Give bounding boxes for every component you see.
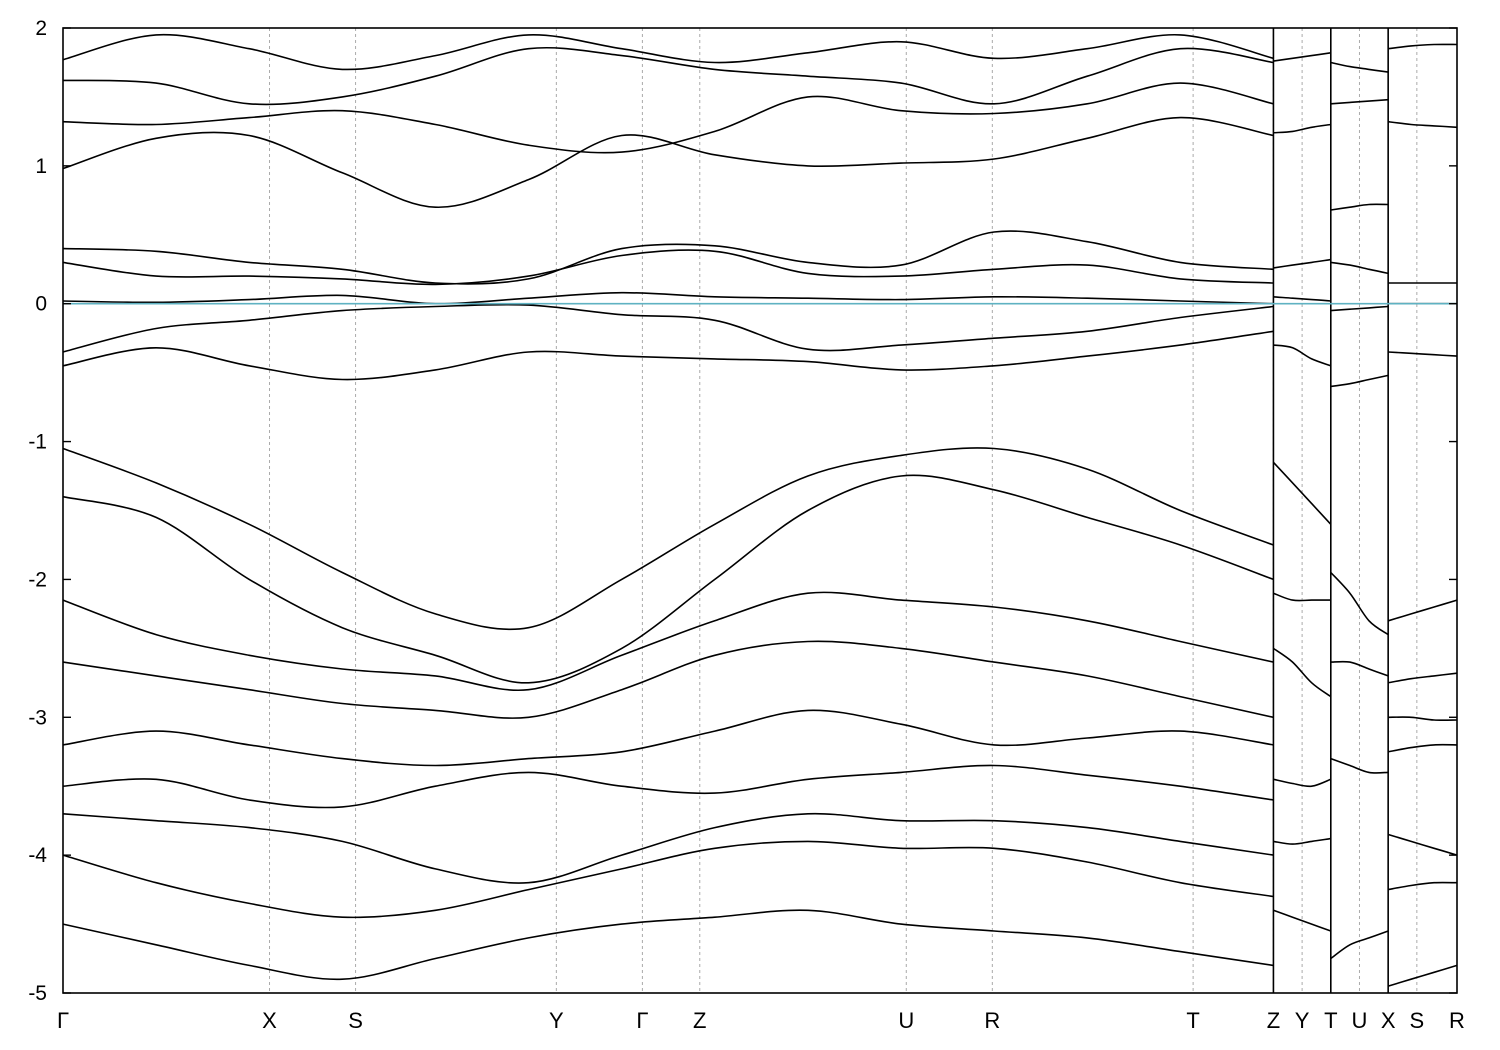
x-tick-label-13: X (1381, 1008, 1396, 1033)
band-series-18 (1273, 52, 1331, 62)
band-series-1 (62, 46, 1274, 106)
x-tick-label-7: R (984, 1008, 1000, 1033)
kpoint-gridlines (269, 28, 1418, 993)
band-series-21 (1273, 296, 1331, 302)
band-series-40 (1388, 120, 1458, 129)
band-series-29 (1330, 61, 1389, 73)
x-tick-label-8: T (1186, 1008, 1199, 1033)
band-series-5 (62, 249, 1274, 286)
x-tick-label-3: Y (549, 1008, 564, 1033)
x-tick-label-14: S (1409, 1008, 1424, 1033)
x-tick-label-4: Γ (636, 1008, 648, 1033)
band-series-12 (62, 640, 1274, 719)
band-series-9 (62, 447, 1274, 631)
x-tick-label-0: Γ (57, 1008, 69, 1033)
y-tick-label-7: 2 (35, 17, 47, 40)
band-series-44 (1387, 599, 1458, 622)
x-tick-label-5: Z (693, 1008, 706, 1033)
band-series-31 (1330, 203, 1389, 211)
band-series-3 (62, 116, 1274, 209)
band-series-17 (62, 909, 1274, 981)
band-series-24 (1273, 592, 1331, 602)
y-axis-ticks: -5 -4 -3 -2 -1 0 1 2 (28, 17, 1457, 1005)
y-tick-label-5: 0 (35, 293, 47, 316)
x-tick-label-11: T (1324, 1008, 1337, 1033)
band-series-28 (1273, 909, 1332, 932)
x-tick-label-10: Y (1295, 1008, 1310, 1033)
band-lines (62, 33, 1458, 987)
x-tick-label-12: U (1352, 1008, 1368, 1033)
y-tick-label-0: -5 (28, 982, 47, 1005)
band-series-26 (1273, 778, 1332, 788)
band-series-6 (62, 291, 1274, 305)
band-series-34 (1330, 374, 1389, 388)
band-series-43 (1388, 351, 1458, 357)
band-series-20 (1273, 258, 1331, 269)
band-series-35 (1330, 571, 1389, 636)
y-tick-label-6: 1 (35, 155, 47, 178)
y-tick-label-1: -4 (28, 844, 47, 867)
band-series-16 (62, 840, 1274, 919)
segment-dividers (1272, 28, 1389, 993)
band-series-8 (62, 330, 1274, 381)
y-tick-label-4: -1 (28, 431, 47, 454)
band-series-32 (1330, 261, 1389, 275)
band-series-39 (1388, 43, 1458, 50)
band-series-48 (1387, 833, 1458, 856)
band-series-4 (62, 230, 1274, 285)
band-series-13 (62, 709, 1274, 767)
band-series-0 (62, 33, 1274, 71)
band-series-7 (62, 303, 1274, 353)
y-tick-label-3: -2 (28, 568, 47, 591)
plot-frame (62, 27, 1458, 994)
x-tick-label-9: Z (1267, 1008, 1280, 1033)
band-series-10 (62, 474, 1274, 684)
band-series-38 (1330, 930, 1389, 960)
band-series-45 (1388, 672, 1458, 684)
band-series-46 (1388, 716, 1458, 722)
x-tick-label-2: S (348, 1008, 363, 1033)
band-series-27 (1273, 837, 1331, 845)
band-series-25 (1272, 647, 1332, 698)
band-series-30 (1330, 98, 1389, 105)
band-series-19 (1273, 123, 1331, 134)
band-series-14 (62, 764, 1274, 809)
band-series-15 (62, 812, 1274, 884)
band-series-22 (1273, 344, 1332, 367)
x-tick-label-15: R (1449, 1008, 1465, 1033)
band-series-37 (1330, 757, 1389, 774)
band-series-49 (1388, 881, 1458, 891)
band-series-11 (62, 591, 1274, 692)
x-tick-label-6: U (898, 1008, 914, 1033)
band-series-47 (1388, 743, 1458, 753)
y-tick-label-2: -3 (28, 706, 47, 729)
band-series-23 (1272, 461, 1332, 525)
x-tick-label-1: X (262, 1008, 277, 1033)
band-series-36 (1330, 660, 1389, 677)
band-series-33 (1330, 305, 1389, 312)
band-series-50 (1387, 964, 1458, 987)
